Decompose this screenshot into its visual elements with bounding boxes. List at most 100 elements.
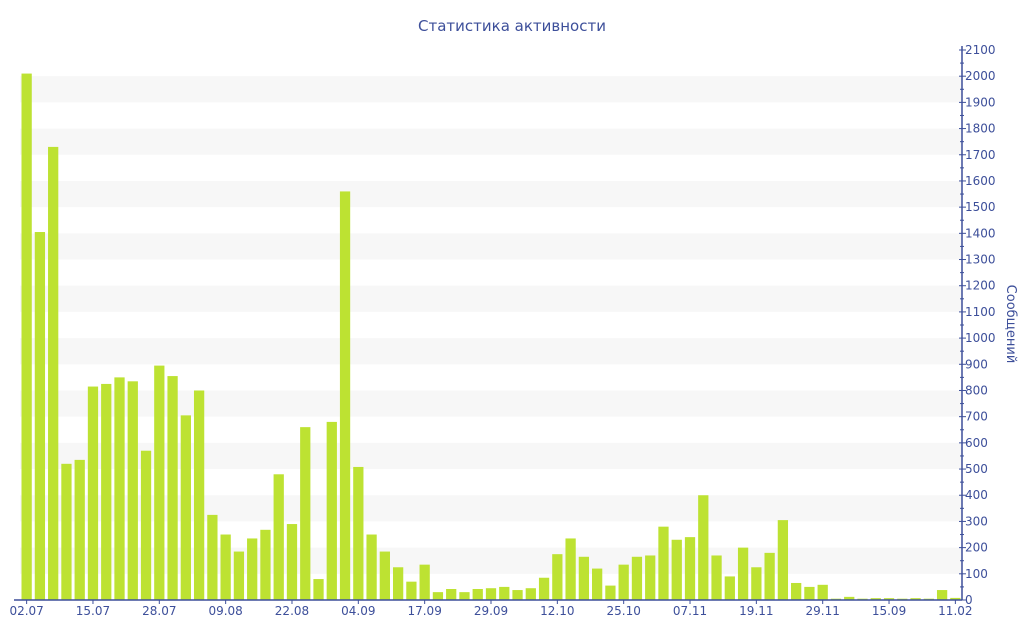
y-tick-label: 0 bbox=[965, 593, 973, 607]
x-tick-label: 09.08 bbox=[208, 604, 242, 618]
y-axis: 0 100 200 300 400 500 600 700 800 900 1000 1100 1200… bbox=[959, 43, 996, 607]
bar bbox=[114, 377, 125, 600]
bar bbox=[724, 576, 735, 600]
y-axis-label: Сообщений bbox=[1003, 285, 1018, 364]
y-tick-label: 1200 bbox=[965, 279, 996, 293]
bar bbox=[684, 537, 696, 600]
bar bbox=[353, 466, 364, 600]
bar bbox=[392, 567, 404, 600]
y-tick-label: 200 bbox=[965, 541, 988, 555]
bar bbox=[180, 415, 191, 600]
y-tick-label: 500 bbox=[965, 462, 988, 476]
bar bbox=[499, 586, 510, 600]
x-tick-label: 04.09 bbox=[341, 604, 375, 618]
y-tick-label: 1000 bbox=[965, 331, 996, 345]
bar bbox=[605, 585, 616, 600]
bar bbox=[339, 191, 351, 600]
x-tick-label: 19.11 bbox=[739, 604, 773, 618]
bar bbox=[817, 584, 828, 600]
bar bbox=[658, 526, 669, 600]
bar bbox=[698, 495, 709, 600]
x-tick-label: 11.02 bbox=[938, 604, 972, 618]
x-tick-label: 15.09 bbox=[872, 604, 906, 618]
grid-bands bbox=[20, 76, 962, 574]
y-tick-label: 1900 bbox=[965, 95, 996, 109]
y-tick-label: 1600 bbox=[965, 174, 996, 188]
x-tick-label: 25.10 bbox=[606, 604, 640, 618]
bar bbox=[313, 579, 324, 600]
bar bbox=[220, 534, 231, 600]
bar bbox=[950, 597, 961, 600]
bar bbox=[512, 590, 523, 600]
bar bbox=[154, 365, 165, 600]
bar bbox=[618, 564, 629, 600]
y-tick-label: 1400 bbox=[965, 226, 996, 240]
bar bbox=[525, 588, 536, 600]
bar bbox=[578, 556, 590, 600]
x-axis: 02.07 15.07 28.07 09.08 22.08 04.09 17.09 29.09… bbox=[9, 599, 973, 618]
x-tick-label: 29.09 bbox=[474, 604, 508, 618]
bar bbox=[74, 459, 85, 600]
bar bbox=[366, 534, 377, 600]
bar bbox=[286, 524, 298, 600]
bar bbox=[432, 592, 444, 600]
bar bbox=[711, 555, 722, 600]
x-tick-label: 17.09 bbox=[407, 604, 441, 618]
bar bbox=[883, 598, 895, 600]
bar bbox=[446, 589, 457, 600]
bar bbox=[631, 556, 643, 600]
bar bbox=[34, 232, 46, 600]
y-tick-label: 1100 bbox=[965, 305, 996, 319]
grid-band bbox=[20, 285, 962, 312]
bar bbox=[140, 450, 152, 600]
bar bbox=[791, 582, 802, 600]
bar bbox=[565, 538, 576, 600]
bar bbox=[459, 592, 470, 600]
bar bbox=[273, 474, 284, 600]
x-tick-label: 28.07 bbox=[142, 604, 176, 618]
bar bbox=[326, 421, 337, 600]
y-tick-label: 400 bbox=[965, 488, 988, 502]
y-tick-label: 300 bbox=[965, 514, 988, 528]
x-tick-label: 12.10 bbox=[540, 604, 574, 618]
bar bbox=[936, 590, 948, 600]
bar bbox=[485, 588, 497, 600]
y-tick-label: 1300 bbox=[965, 253, 996, 267]
y-tick-label: 700 bbox=[965, 410, 988, 424]
bar bbox=[844, 596, 855, 600]
y-tick-label: 2000 bbox=[965, 69, 996, 83]
y-tick-label: 2100 bbox=[965, 43, 996, 57]
bar bbox=[193, 390, 205, 600]
grid-band bbox=[20, 233, 962, 260]
bar bbox=[101, 383, 112, 600]
grid-band bbox=[20, 128, 962, 155]
bar bbox=[87, 386, 99, 600]
y-tick-label: 100 bbox=[965, 567, 988, 581]
bar bbox=[552, 554, 563, 600]
grid-band bbox=[20, 76, 962, 103]
grid-band bbox=[20, 180, 962, 208]
bar bbox=[671, 539, 682, 600]
x-tick-label: 15.07 bbox=[76, 604, 110, 618]
x-tick-label: 02.07 bbox=[9, 604, 43, 618]
bar bbox=[48, 146, 59, 600]
bar bbox=[777, 520, 789, 600]
x-tick-label: 22.08 bbox=[275, 604, 309, 618]
y-tick-label: 800 bbox=[965, 383, 988, 397]
bar bbox=[419, 564, 430, 600]
y-tick-label: 600 bbox=[965, 436, 988, 450]
bar bbox=[207, 514, 218, 600]
bar bbox=[645, 555, 656, 600]
y-tick-label: 1800 bbox=[965, 122, 996, 136]
bar bbox=[870, 598, 881, 600]
bar bbox=[406, 581, 417, 600]
bar bbox=[592, 568, 603, 600]
bars bbox=[21, 73, 961, 601]
x-tick-label: 07.11 bbox=[673, 604, 707, 618]
y-tick-label: 1700 bbox=[965, 148, 996, 162]
bar bbox=[247, 538, 258, 600]
y-tick-label: 900 bbox=[965, 357, 988, 371]
x-tick-label: 29.11 bbox=[806, 604, 840, 618]
bar bbox=[379, 551, 390, 600]
